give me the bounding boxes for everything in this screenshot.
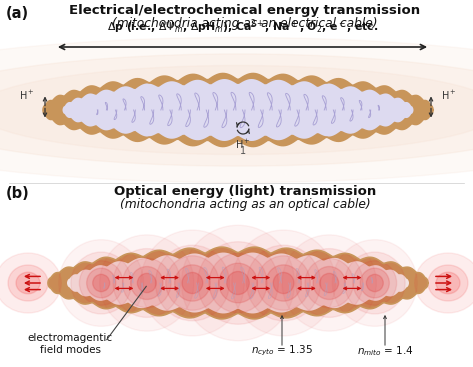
- Ellipse shape: [0, 37, 473, 183]
- Ellipse shape: [140, 230, 244, 336]
- Ellipse shape: [227, 272, 249, 295]
- Ellipse shape: [131, 266, 163, 299]
- Ellipse shape: [428, 265, 468, 301]
- Ellipse shape: [313, 266, 345, 299]
- Polygon shape: [67, 252, 409, 313]
- Ellipse shape: [257, 256, 310, 310]
- Ellipse shape: [305, 258, 353, 308]
- Ellipse shape: [87, 268, 116, 298]
- Ellipse shape: [366, 275, 383, 292]
- Ellipse shape: [156, 245, 229, 321]
- Ellipse shape: [16, 272, 40, 294]
- Ellipse shape: [232, 230, 335, 336]
- Ellipse shape: [273, 272, 294, 294]
- Ellipse shape: [166, 256, 219, 310]
- Ellipse shape: [0, 54, 473, 166]
- Text: electromagentic
field modes: electromagentic field modes: [27, 333, 113, 355]
- Ellipse shape: [93, 275, 110, 292]
- Ellipse shape: [79, 261, 123, 305]
- Text: (b): (b): [6, 186, 30, 201]
- Ellipse shape: [71, 252, 131, 314]
- Polygon shape: [43, 73, 433, 146]
- Ellipse shape: [353, 261, 396, 305]
- Ellipse shape: [182, 225, 295, 341]
- Ellipse shape: [113, 248, 180, 317]
- Ellipse shape: [344, 252, 405, 314]
- Text: H$^+$: H$^+$: [19, 88, 35, 102]
- Text: 1: 1: [240, 146, 246, 156]
- Text: $n_{mito}$ = 1.4: $n_{mito}$ = 1.4: [357, 344, 413, 358]
- Ellipse shape: [100, 235, 194, 331]
- Ellipse shape: [209, 253, 267, 313]
- Text: $\Delta$p (i.e., $\Delta\Psi_m$, $\Delta$pH$_m$), Ca$^{2+}$, Na$^+$, O$_2$, e$^-: $\Delta$p (i.e., $\Delta\Psi_m$, $\Delta…: [107, 17, 379, 36]
- Text: H$^+$: H$^+$: [235, 138, 251, 151]
- Ellipse shape: [246, 245, 321, 321]
- Ellipse shape: [415, 253, 473, 313]
- Text: (a): (a): [6, 6, 29, 21]
- Ellipse shape: [436, 272, 460, 294]
- Ellipse shape: [360, 268, 389, 298]
- Ellipse shape: [137, 273, 156, 292]
- Text: Optical energy (light) transmission: Optical energy (light) transmission: [114, 185, 376, 198]
- Ellipse shape: [175, 265, 210, 301]
- Polygon shape: [48, 247, 428, 319]
- Text: (mitochondria acting as an electrical cable): (mitochondria acting as an electrical ca…: [112, 17, 378, 30]
- Ellipse shape: [59, 240, 144, 326]
- Ellipse shape: [333, 240, 417, 326]
- Ellipse shape: [266, 265, 301, 301]
- Ellipse shape: [320, 273, 339, 292]
- Text: Electrical/electrochemical energy transmission: Electrical/electrochemical energy transm…: [70, 4, 420, 17]
- Text: (mitochondria acting as an optical cable): (mitochondria acting as an optical cable…: [120, 198, 370, 211]
- Ellipse shape: [282, 235, 377, 331]
- Ellipse shape: [123, 258, 171, 308]
- Ellipse shape: [198, 242, 279, 324]
- Polygon shape: [62, 79, 413, 141]
- Ellipse shape: [0, 65, 473, 155]
- Ellipse shape: [182, 272, 203, 294]
- Ellipse shape: [0, 253, 61, 313]
- Ellipse shape: [219, 263, 257, 303]
- Text: $n_{cyto}$ = 1.35: $n_{cyto}$ = 1.35: [251, 344, 313, 358]
- Ellipse shape: [8, 265, 48, 301]
- Ellipse shape: [296, 248, 363, 317]
- Text: H$^+$: H$^+$: [441, 88, 456, 102]
